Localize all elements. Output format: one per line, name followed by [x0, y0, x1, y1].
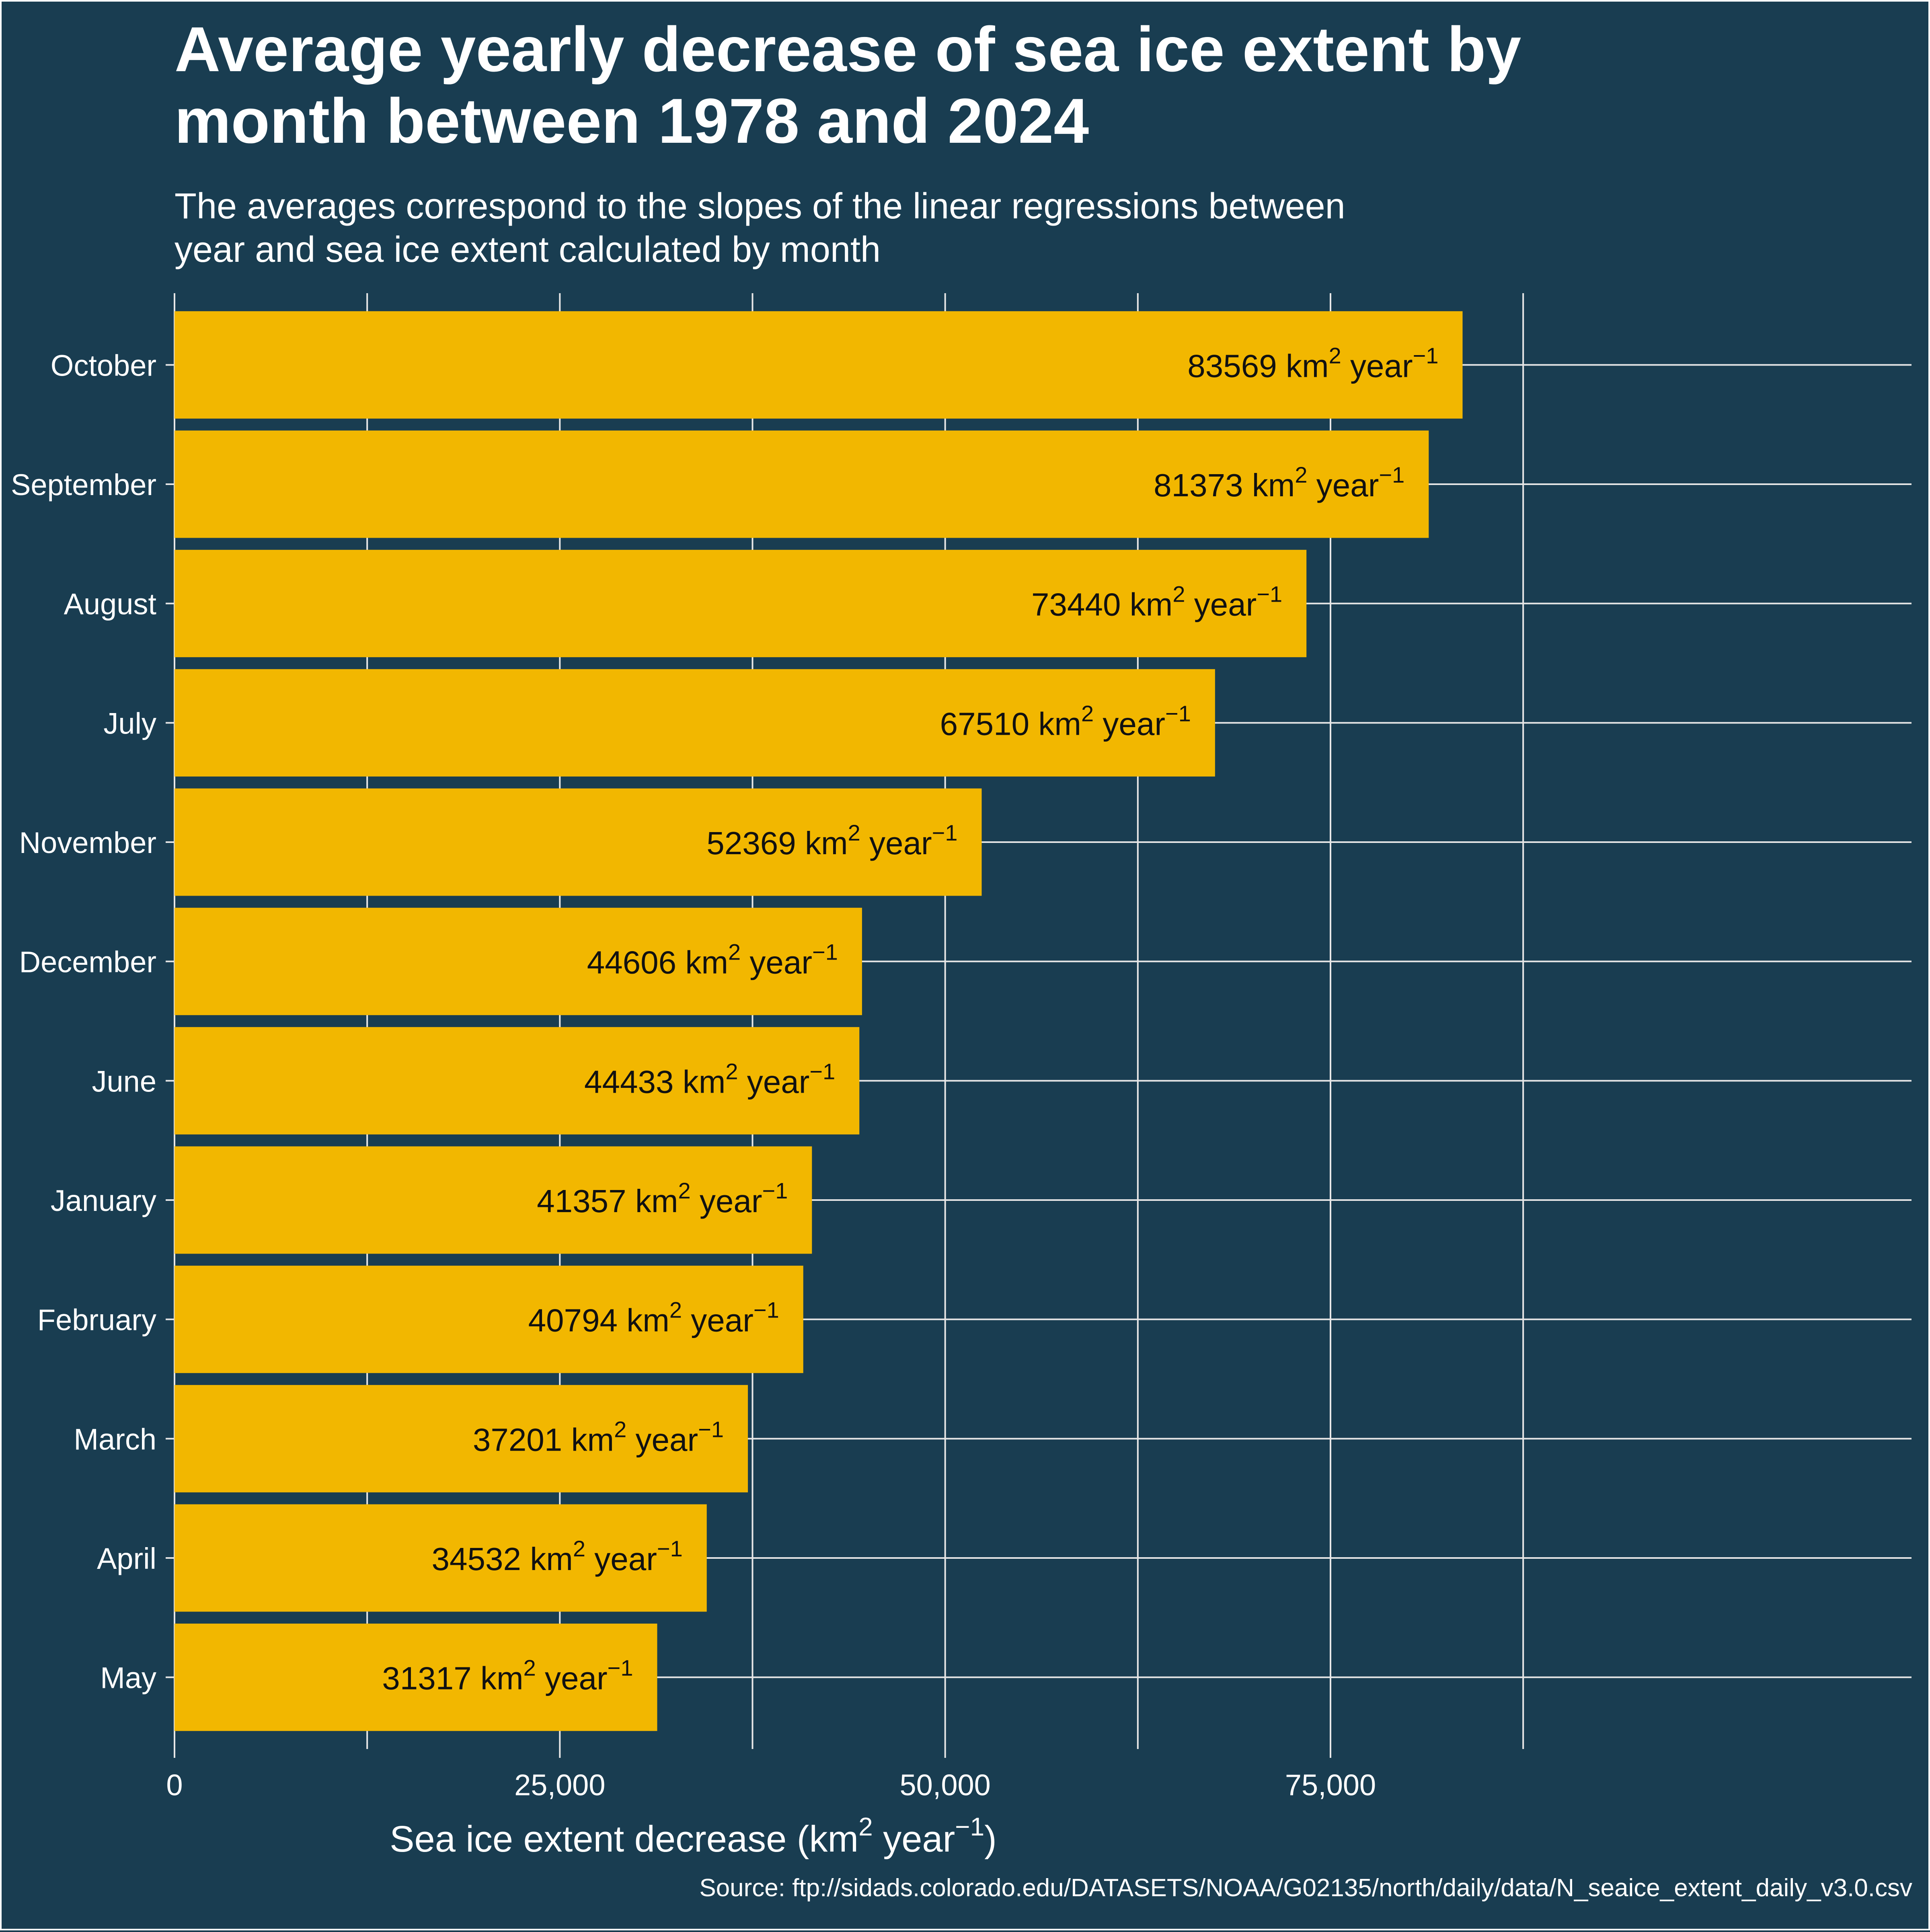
- x-tick-label: 25,000: [514, 1768, 605, 1802]
- chart-subtitle: The averages correspond to the slopes of…: [175, 186, 1345, 270]
- bar-july: [175, 669, 1215, 777]
- y-tick-label: August: [64, 588, 157, 621]
- y-tick-label: March: [74, 1422, 156, 1456]
- bars: [175, 311, 1463, 1731]
- y-tick-label: February: [37, 1303, 156, 1337]
- bar-june: [175, 1027, 860, 1135]
- y-tick-label: June: [92, 1065, 156, 1098]
- bar-value-label: 31317 km2 year−1: [382, 1655, 633, 1696]
- bar-march: [175, 1385, 748, 1492]
- bar-december: [175, 908, 862, 1015]
- x-axis-title: Sea ice extent decrease (km2 year−1): [390, 1812, 997, 1860]
- bar-value-label: 73440 km2 year−1: [1031, 582, 1282, 623]
- y-tick-label: September: [11, 468, 156, 501]
- bar-value-label: 81373 km2 year−1: [1154, 462, 1404, 503]
- bar-value-label: 67510 km2 year−1: [940, 701, 1191, 742]
- bar-value-label: 34532 km2 year−1: [432, 1536, 683, 1577]
- y-axis-ticks: October September August July November Decemb…: [11, 349, 175, 1695]
- bar-value-label: 41357 km2 year−1: [537, 1178, 788, 1219]
- bar-value-label: 44433 km2 year−1: [584, 1058, 835, 1100]
- chart-title: Average yearly decrease of sea ice exten…: [175, 14, 1521, 156]
- x-axis-title-group: Sea ice extent decrease (km2 year−1): [390, 1812, 997, 1860]
- bar-february: [175, 1266, 803, 1373]
- y-tick-label: January: [51, 1184, 156, 1217]
- x-axis-ticks: 0 25,000 50,000 75,000: [166, 1749, 1376, 1802]
- bar-value-label: 40794 km2 year−1: [528, 1297, 779, 1338]
- x-tick-label: 75,000: [1285, 1768, 1376, 1802]
- y-tick-label: December: [19, 945, 156, 979]
- y-tick-label: October: [51, 349, 156, 382]
- bar-value-label: 52369 km2 year−1: [706, 820, 957, 861]
- bar-value-label: 83569 km2 year−1: [1187, 343, 1438, 384]
- x-tick-label: 0: [166, 1768, 183, 1802]
- x-tick-label: 50,000: [899, 1768, 990, 1802]
- source-caption: Source: ftp://sidads.colorado.edu/DATASE…: [699, 1874, 1912, 1902]
- bar-october: [175, 311, 1463, 419]
- bar-value-label: 37201 km2 year−1: [473, 1416, 724, 1457]
- bar-april: [175, 1504, 707, 1612]
- bar-january: [175, 1146, 812, 1254]
- bar-may: [175, 1624, 657, 1731]
- bar-november: [175, 788, 982, 896]
- y-tick-label: April: [97, 1542, 156, 1575]
- bar-august: [175, 550, 1307, 658]
- bar-value-label: 44606 km2 year−1: [587, 939, 838, 980]
- y-tick-label: May: [100, 1661, 156, 1695]
- y-tick-label: July: [103, 707, 156, 740]
- y-tick-label: November: [19, 826, 156, 859]
- bar-september: [175, 430, 1429, 538]
- value-labels: 83569 km2 year−1 81373 km2 year−1 73440 km…: [382, 343, 1438, 1696]
